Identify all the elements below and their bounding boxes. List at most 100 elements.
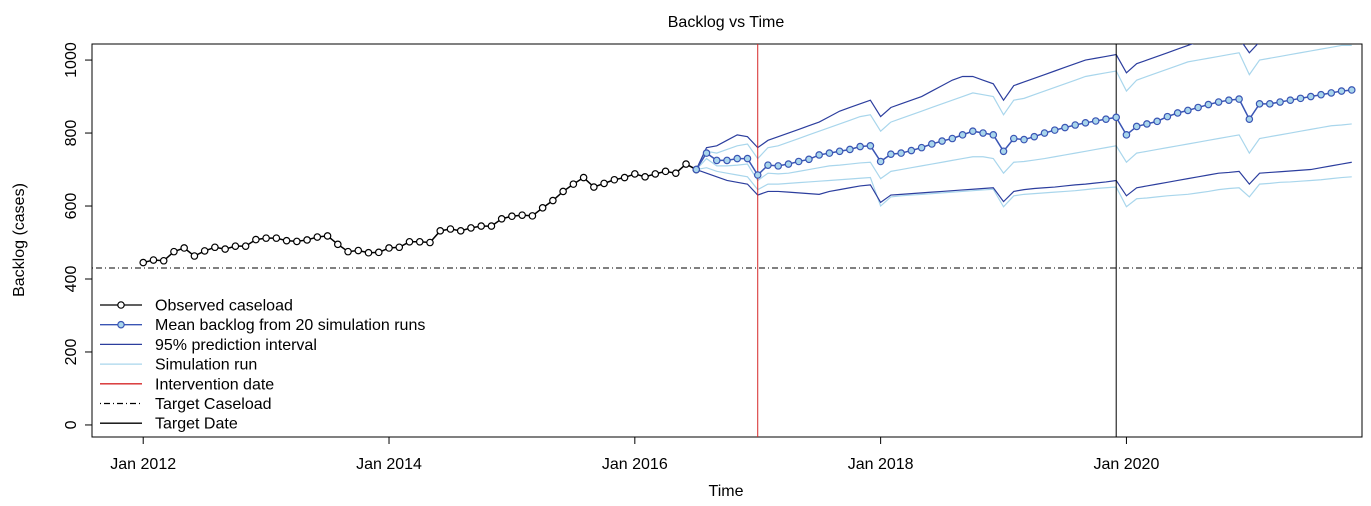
- data-point: [1225, 96, 1233, 104]
- prediction-upper: [695, 44, 1259, 170]
- data-point: [620, 173, 629, 182]
- x-tick-label: Jan 2020: [1094, 456, 1160, 473]
- data-point: [733, 154, 742, 163]
- data-point: [272, 234, 281, 242]
- data-point: [170, 247, 178, 256]
- plot-area: [92, 44, 1362, 437]
- x-tick-label: Jan 2012: [110, 456, 176, 473]
- data-point: [1184, 106, 1192, 115]
- data-point: [743, 154, 752, 163]
- data-point: [508, 212, 516, 221]
- data-point: [497, 214, 506, 223]
- y-axis-label: Backlog (cases): [11, 183, 28, 297]
- data-point: [426, 238, 434, 247]
- y-tick-label: 600: [63, 193, 80, 220]
- data-point: [180, 244, 188, 252]
- data-point: [518, 211, 526, 219]
- data-point: [1317, 90, 1325, 99]
- data-point: [1204, 100, 1213, 109]
- data-point: [415, 237, 424, 246]
- data-point: [1306, 92, 1315, 101]
- data-point: [651, 170, 660, 178]
- data-point: [692, 165, 701, 174]
- data-point: [354, 246, 363, 255]
- legend-marker: [117, 320, 125, 329]
- data-point: [1276, 98, 1284, 106]
- data-point: [784, 160, 793, 168]
- data-point: [1194, 103, 1202, 112]
- data-point: [1091, 117, 1100, 125]
- y-tick-label: 0: [63, 420, 80, 429]
- data-point: [682, 160, 690, 168]
- data-point: [1132, 122, 1141, 131]
- data-point: [323, 232, 332, 240]
- plot-frame: [91, 43, 1363, 438]
- data-point: [559, 187, 567, 196]
- simulation-run: [695, 44, 1352, 170]
- data-point: [1040, 129, 1049, 137]
- data-point: [989, 131, 998, 139]
- data-point: [231, 242, 240, 250]
- data-point: [815, 151, 823, 159]
- data-point: [641, 173, 649, 181]
- data-point: [1143, 120, 1151, 128]
- data-point: [221, 245, 229, 253]
- data-point: [190, 252, 199, 260]
- data-point: [1286, 96, 1295, 104]
- data-point: [293, 237, 301, 246]
- data-point: [876, 157, 885, 166]
- data-point: [487, 222, 496, 230]
- data-point: [723, 156, 731, 165]
- data-point: [538, 204, 547, 212]
- legend-label: Observed caseload: [155, 298, 293, 315]
- x-axis-label: Time: [709, 483, 744, 500]
- data-point: [661, 167, 670, 176]
- legend-label: 95% prediction interval: [155, 337, 317, 354]
- data-point: [436, 227, 445, 235]
- data-point: [241, 242, 250, 250]
- data-point: [958, 131, 967, 139]
- data-point: [569, 180, 578, 188]
- data-point: [1030, 132, 1039, 141]
- y-tick-label: 200: [63, 339, 80, 366]
- data-point: [1071, 121, 1080, 129]
- data-point: [405, 237, 414, 246]
- data-point: [631, 170, 639, 178]
- legend-marker: [117, 301, 125, 309]
- data-point: [1122, 131, 1131, 139]
- data-point: [979, 129, 987, 137]
- chart-title: Backlog vs Time: [668, 14, 785, 31]
- data-point: [1061, 123, 1069, 132]
- data-point: [1214, 98, 1223, 106]
- data-point: [467, 224, 475, 232]
- data-point: [1255, 100, 1264, 108]
- legend-label: Intervention date: [155, 376, 274, 393]
- prediction-lower: [696, 161, 1352, 204]
- x-tick-label: Jan 2014: [356, 456, 422, 473]
- y-tick-label: 800: [63, 120, 80, 147]
- x-tick-label: Jan 2018: [848, 456, 914, 473]
- data-point: [252, 235, 260, 244]
- data-point: [344, 247, 352, 256]
- data-point: [211, 243, 219, 252]
- data-point: [610, 175, 619, 184]
- legend-label: Mean backlog from 20 simulation runs: [155, 317, 425, 334]
- data-point: [590, 183, 598, 191]
- data-point: [549, 196, 557, 205]
- data-point: [825, 149, 834, 157]
- data-point: [303, 236, 311, 244]
- data-point: [456, 227, 465, 235]
- data-point: [948, 134, 957, 143]
- data-point: [385, 244, 393, 252]
- data-point: [1112, 113, 1120, 122]
- data-point: [477, 222, 485, 230]
- data-point: [579, 173, 588, 182]
- data-point: [764, 161, 772, 169]
- data-point: [1327, 89, 1336, 97]
- data-point: [282, 236, 291, 245]
- data-point: [313, 233, 322, 241]
- data-point: [969, 127, 977, 136]
- data-point: [159, 256, 168, 265]
- data-point: [1163, 112, 1172, 121]
